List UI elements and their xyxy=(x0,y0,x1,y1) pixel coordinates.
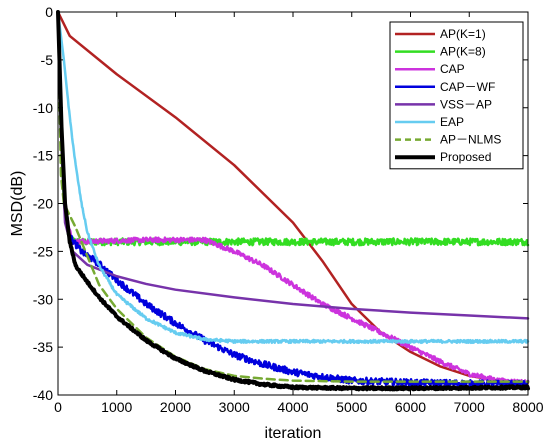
x-tick-label: 6000 xyxy=(395,399,426,415)
legend: AP(K=1) AP(K=8) CAP CAP－WF VSS－AP EAP AP－NLMS P… xyxy=(389,21,524,170)
legend-label-6: EAP xyxy=(440,115,464,129)
y-tick-label: -5 xyxy=(41,52,54,68)
x-tick-label: 1000 xyxy=(101,399,132,415)
x-tick-label: 4000 xyxy=(277,399,308,415)
series-line-1 xyxy=(56,10,530,384)
y-axis-label: MSD(dB) xyxy=(9,171,26,237)
legend-label-3: CAP xyxy=(440,62,465,76)
y-tick-label: -20 xyxy=(33,196,53,212)
series-line-6 xyxy=(56,10,530,345)
series-line-3 xyxy=(56,10,530,387)
x-tick-label: 8000 xyxy=(512,399,543,415)
y-tick-label: -10 xyxy=(33,100,53,116)
legend-label-5: VSS－AP xyxy=(440,97,492,111)
legend-box xyxy=(389,21,524,170)
series-layer xyxy=(56,10,530,392)
x-axis-label: iteration xyxy=(265,425,322,442)
x-tick-label: 3000 xyxy=(219,399,250,415)
legend-label-2: AP(K=8) xyxy=(440,45,486,59)
y-tick-label: 0 xyxy=(45,4,53,20)
legend-label-7: AP－NLMS xyxy=(440,133,501,147)
y-tick-label: -15 xyxy=(33,148,53,164)
axes-layer: 0 1000 2000 3000 4000 5000 6000 7000 8000 0 -5 -10 -… xyxy=(33,4,544,415)
y-tick-label: -40 xyxy=(33,387,53,403)
y-tick-label: -30 xyxy=(33,291,53,307)
legend-label-1: AP(K=1) xyxy=(440,27,486,41)
legend-label-4: CAP－WF xyxy=(440,80,495,94)
x-tick-label: 5000 xyxy=(336,399,367,415)
legend-label-8: Proposed xyxy=(440,150,491,164)
y-tick-label: -35 xyxy=(33,339,53,355)
y-tick-label: -25 xyxy=(33,243,53,259)
x-tick-label: 2000 xyxy=(160,399,191,415)
series-line-8 xyxy=(56,10,530,392)
x-tick-label: 0 xyxy=(54,399,62,415)
x-tick-label: 7000 xyxy=(454,399,485,415)
